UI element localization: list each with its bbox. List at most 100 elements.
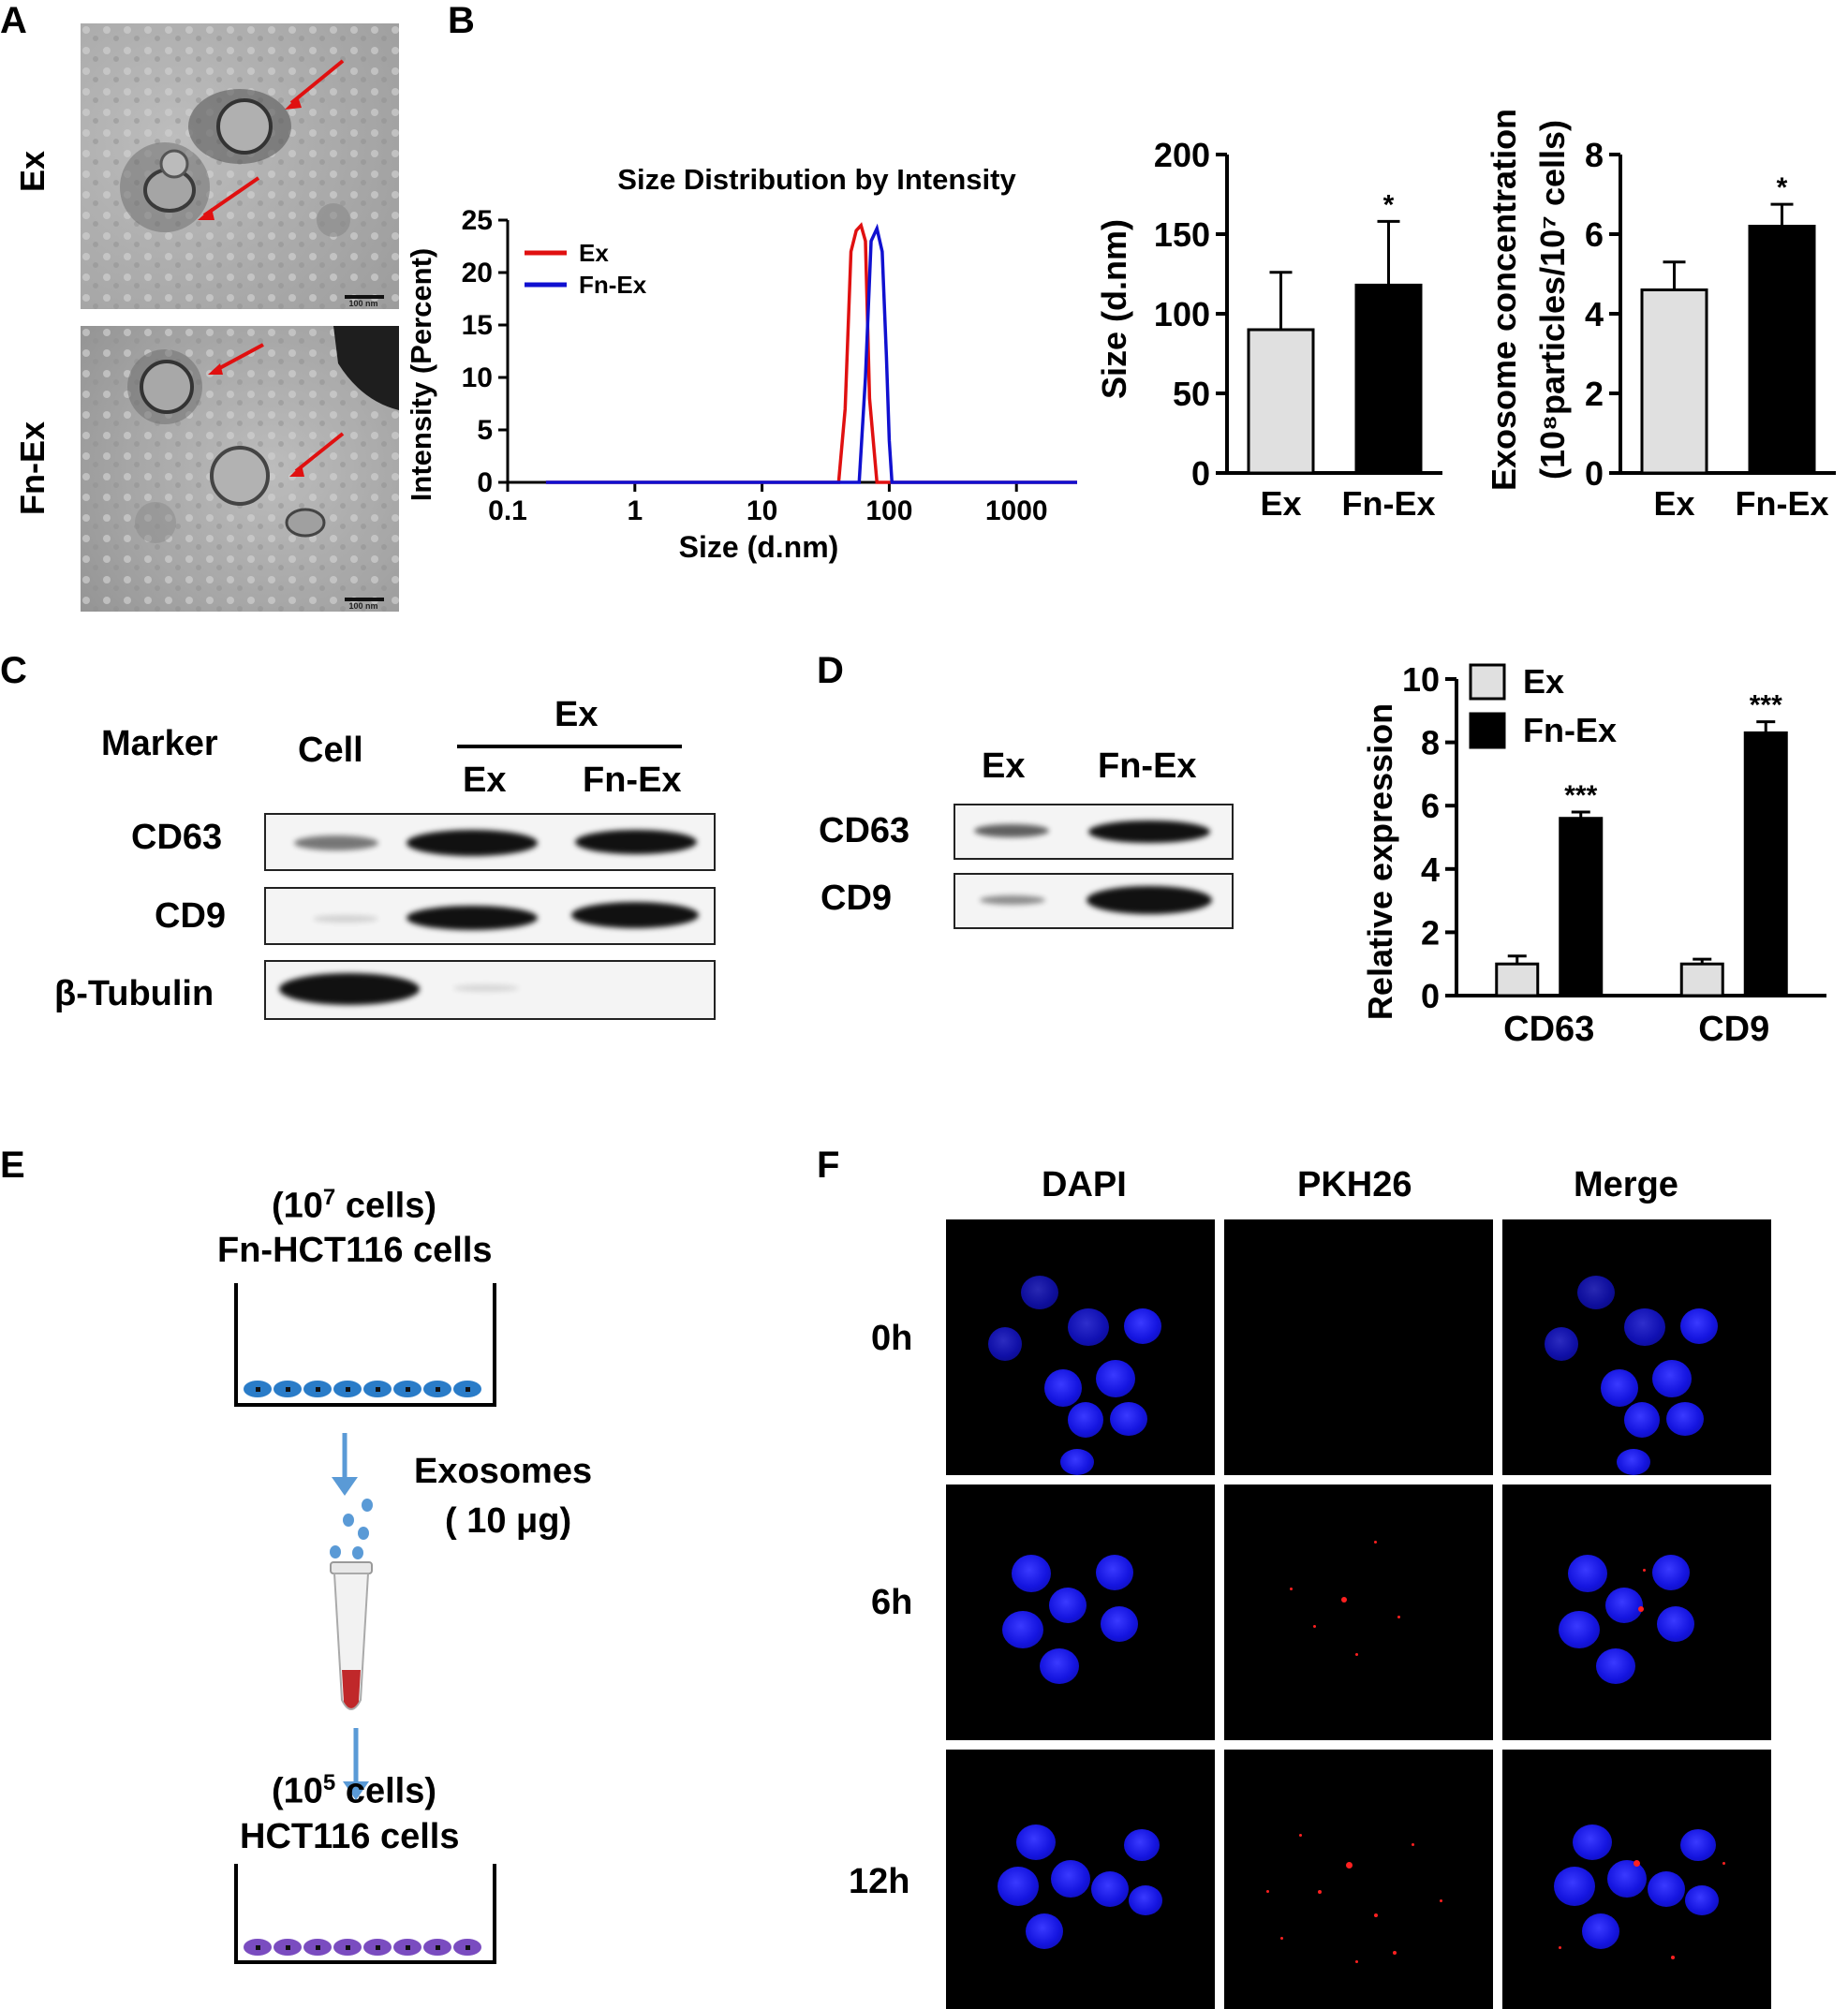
- blot-c-row-cd63: CD63: [131, 818, 223, 857]
- blot-d-strip-cd63: [954, 804, 1234, 860]
- tem-image-ex: 100 nm: [81, 23, 399, 309]
- conc-y-tick-label: 6: [1585, 215, 1604, 254]
- panel-label-c: C: [0, 650, 27, 691]
- blot-c-marker-header: Marker: [101, 724, 218, 763]
- size-y-tick-label: 50: [1173, 375, 1210, 413]
- size-y-tick-label: 100: [1154, 295, 1210, 333]
- micro-col-dapi: DAPI: [1042, 1165, 1127, 1204]
- sd-legend-label: Fn-Ex: [579, 271, 647, 299]
- conc-y-tick-label: 8: [1585, 136, 1604, 174]
- blot-c-strip-tubulin: [264, 960, 716, 1020]
- blot-c-strip-cd63: [264, 813, 716, 871]
- relative-expression-chart: 0 2 4 6 8 10 *** CD63 *** CD9 Ex Fn-Ex Relative exp…: [1361, 660, 1826, 1049]
- rel-legend-label: Ex: [1523, 662, 1564, 701]
- micro-12h-pkh26: [1224, 1750, 1493, 2009]
- tem-row-label-ex: Ex: [13, 150, 52, 192]
- schematic-top-count: (107 cells): [272, 1185, 437, 1226]
- conc-significance: *: [1777, 172, 1788, 203]
- rel-legend-label: Fn-Ex: [1523, 711, 1617, 749]
- conc-y-tick-label: 2: [1585, 375, 1604, 413]
- top-culture-dish: [234, 1283, 496, 1407]
- tem-row-label-fn-ex: Fn-Ex: [13, 421, 52, 515]
- micro-row-6h: 6h: [871, 1583, 913, 1622]
- micro-12h-dapi: [946, 1750, 1215, 2009]
- rel-bar: [1559, 817, 1604, 997]
- rel-y-tick-label: 4: [1421, 850, 1440, 889]
- blot-c-row-tubulin: β-Tubulin: [54, 974, 214, 1013]
- sd-series-line-fn-ex: [545, 223, 1077, 484]
- sd-y-tick-label: 15: [462, 310, 493, 341]
- conc-ylabel-line1: Exosome concentration: [1485, 109, 1523, 491]
- micro-12h-merge: [1502, 1750, 1771, 2009]
- conc-y-tick-label: 4: [1585, 295, 1604, 333]
- micro-6h-pkh26: [1224, 1485, 1493, 1740]
- rel-bar: [1679, 962, 1724, 997]
- microcentrifuge-tube: [330, 1561, 373, 1710]
- bottom-culture-dish: [234, 1864, 496, 1964]
- blot-c-col-cell: Cell: [298, 731, 363, 770]
- sd-y-tick-label: 25: [462, 205, 493, 236]
- micro-row-12h: 12h: [849, 1862, 910, 1901]
- blot-c-row-cd9: CD9: [155, 896, 227, 936]
- sd-y-tick-label: 20: [462, 258, 493, 288]
- rel-category-label: CD9: [1698, 1010, 1769, 1049]
- blot-c-strip-cd9: [264, 887, 716, 945]
- size-significance: *: [1383, 189, 1395, 220]
- panel-label-f: F: [817, 1145, 840, 1186]
- size-y-tick-label: 200: [1154, 140, 1210, 174]
- rel-bar: [1743, 731, 1788, 997]
- sd-x-tick-label: 1: [627, 495, 643, 526]
- size-category-label: Ex: [1260, 484, 1301, 523]
- sd-chart-ylabel: Intensity (Percent): [405, 248, 437, 501]
- blot-c-col-ex: Ex: [463, 761, 507, 800]
- micro-0h-dapi: [946, 1219, 1215, 1475]
- schematic-bottom-cells: HCT116 cells: [240, 1817, 460, 1856]
- micro-row-0h: 0h: [871, 1319, 913, 1358]
- exosome-droplets: [330, 1499, 373, 1559]
- size-distribution-chart: 0.1 1 10 100 1000 0 5 10 15 20 25 Ex Fn-Ex Size Dist…: [405, 163, 1077, 564]
- sd-x-tick-label: 0.1: [488, 495, 527, 526]
- rel-bar: [1495, 962, 1540, 997]
- conc-y-tick-label: 0: [1585, 454, 1604, 493]
- sd-y-tick-label: 5: [477, 415, 493, 446]
- tem-image-fn-ex: 100 nm: [81, 326, 399, 612]
- rel-significance: ***: [1564, 780, 1597, 811]
- blot-c-col-fn-ex: Fn-Ex: [583, 761, 682, 800]
- rel-y-tick-label: 8: [1421, 724, 1440, 762]
- rel-significance: ***: [1750, 690, 1782, 721]
- tem-image-ex-svg: 100 nm: [81, 23, 399, 309]
- tem-scale-text-fn-ex: 100 nm: [348, 601, 377, 611]
- schematic-exosomes-label: Exosomes: [414, 1452, 593, 1491]
- size-bar-ylabel: Size (d.nm): [1096, 219, 1133, 399]
- size-bar-chart: 0 50 100 150 200 Ex Fn-Ex * Size (d.nm): [1096, 140, 1442, 523]
- sd-x-tick-label: 10: [747, 495, 777, 526]
- top-cell-layer: [244, 1381, 481, 1397]
- panel-label-e: E: [0, 1145, 25, 1186]
- conc-bar: [1640, 288, 1708, 475]
- schematic-exosomes-amount: ( 10 μg): [445, 1501, 572, 1541]
- sd-chart-xlabel: Size (d.nm): [679, 530, 839, 564]
- tem-image-fn-ex-svg: 100 nm: [81, 326, 399, 612]
- rel-legend-swatch: [1469, 712, 1506, 749]
- rel-legend-swatch: [1469, 663, 1506, 701]
- size-bar: [1354, 283, 1423, 475]
- blot-d-row-cd63: CD63: [819, 811, 910, 850]
- schematic-top-cells: Fn-HCT116 cells: [217, 1231, 493, 1270]
- sd-series-line-ex: [545, 222, 1077, 484]
- rel-y-tick-label: 0: [1421, 977, 1440, 1015]
- sd-y-tick-label: 0: [477, 467, 493, 498]
- rel-y-tick-label: 6: [1421, 787, 1440, 825]
- conc-category-label: Fn-Ex: [1735, 484, 1828, 523]
- sd-x-tick-label: 100: [865, 495, 912, 526]
- sd-legend-label: Ex: [579, 239, 609, 267]
- conc-bar: [1748, 225, 1816, 475]
- rel-category-label: CD63: [1503, 1010, 1594, 1049]
- blot-c-group-header: Ex: [554, 695, 599, 734]
- rel-expr-ylabel: Relative expression: [1361, 703, 1399, 1020]
- size-y-tick-label: 150: [1154, 215, 1210, 254]
- sd-x-tick-label: 1000: [985, 495, 1048, 526]
- panel-label-d: D: [817, 650, 844, 691]
- panel-label-a: A: [0, 0, 27, 41]
- schematic-bottom-count: (105 cells): [272, 1770, 437, 1811]
- micro-6h-merge: [1502, 1485, 1771, 1740]
